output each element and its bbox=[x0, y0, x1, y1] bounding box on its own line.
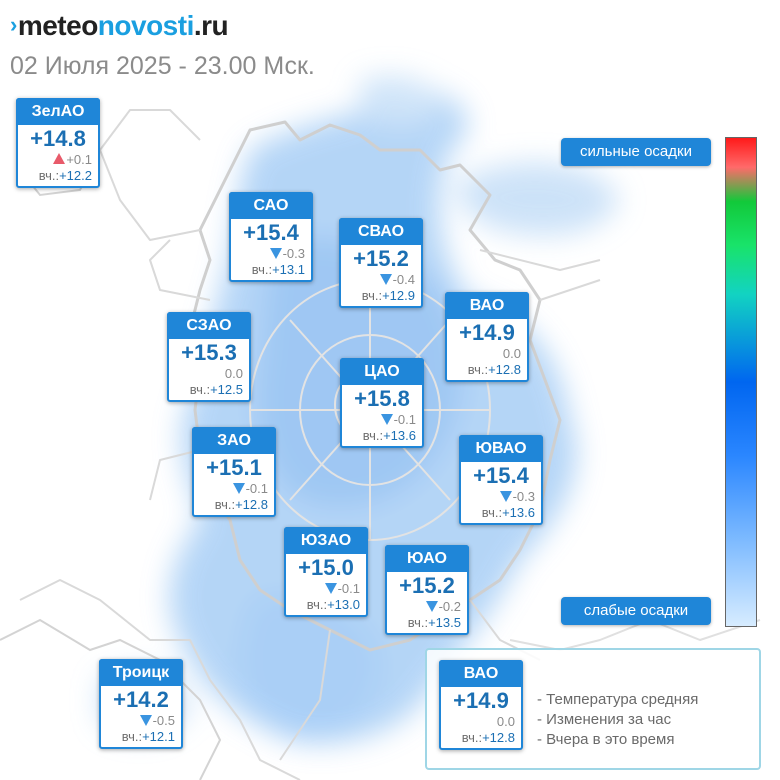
logo-mark-icon: › bbox=[10, 12, 17, 37]
district-change: -0.5 bbox=[101, 713, 181, 728]
district-change: -0.1 bbox=[286, 581, 366, 596]
trend-down-icon bbox=[139, 715, 152, 726]
logo-text-meteo: meteo bbox=[17, 10, 98, 41]
district-name: ЮАО bbox=[385, 545, 469, 572]
district-temp: +14.9 bbox=[459, 320, 515, 345]
forecast-datetime: 02 Июля 2025 - 23.00 Мск. bbox=[10, 52, 315, 80]
district-name: ЗелАО bbox=[16, 98, 100, 125]
district-temp: +15.4 bbox=[243, 220, 299, 245]
district-card-yuao[interactable]: ЮАО +15.2 -0.2 вч.:+13.5 bbox=[385, 545, 469, 635]
district-yesterday: вч.:+12.1 bbox=[121, 729, 175, 744]
district-change: -0.1 bbox=[194, 481, 274, 496]
district-temp: +15.3 bbox=[181, 340, 237, 365]
district-yesterday: вч.:+12.5 bbox=[189, 382, 243, 397]
district-change: -0.3 bbox=[231, 246, 311, 261]
district-card-szao[interactable]: СЗАО +15.3 0.0 вч.:+12.5 bbox=[167, 312, 251, 402]
district-card-sao[interactable]: САО +15.4 -0.3 вч.:+13.1 bbox=[229, 192, 313, 282]
district-change: 0.0 bbox=[496, 714, 515, 729]
district-card-yuzao[interactable]: ЮЗАО +15.0 -0.1 вч.:+13.0 bbox=[284, 527, 368, 617]
district-yesterday: вч.:+13.5 bbox=[407, 615, 461, 630]
light-precipitation-label: слабые осадки bbox=[561, 597, 711, 625]
trend-down-icon bbox=[232, 483, 245, 494]
new-moscow-outline bbox=[0, 618, 222, 780]
district-temp: +15.4 bbox=[473, 463, 529, 488]
district-name: САО bbox=[229, 192, 313, 219]
legend-line-temperature: - Температура средняя bbox=[537, 691, 699, 708]
district-temp: +14.8 bbox=[30, 126, 86, 151]
district-card-zelao[interactable]: ЗелАО +14.8 +0.1 вч.:+12.2 bbox=[16, 98, 100, 188]
district-temp: +15.1 bbox=[206, 455, 262, 480]
trend-down-icon bbox=[499, 491, 512, 502]
district-yesterday: вч.:+13.6 bbox=[481, 505, 535, 520]
district-name: ЮВАО bbox=[459, 435, 543, 462]
district-name: ВАО bbox=[445, 292, 529, 319]
district-change: -0.3 bbox=[461, 489, 541, 504]
district-temp: +15.0 bbox=[298, 555, 354, 580]
trend-up-icon bbox=[53, 153, 66, 164]
district-name: ЗАО bbox=[192, 427, 276, 454]
district-yesterday: вч.:+12.8 bbox=[467, 362, 521, 377]
precipitation-scale-bar bbox=[725, 137, 757, 627]
district-yesterday: вч.:+12.2 bbox=[38, 168, 92, 183]
district-change: +0.1 bbox=[18, 152, 98, 167]
district-yesterday: вч.:+13.6 bbox=[362, 428, 416, 443]
district-name: СВАО bbox=[339, 218, 423, 245]
logo-text-novosti: novosti bbox=[97, 10, 195, 41]
district-card-zao[interactable]: ЗАО +15.1 -0.1 вч.:+12.8 bbox=[192, 427, 276, 517]
trend-down-icon bbox=[425, 601, 438, 612]
district-yesterday: вч.:+12.8 bbox=[214, 497, 268, 512]
district-name: Троицк bbox=[99, 659, 183, 686]
district-name: ВАО bbox=[439, 660, 523, 687]
district-card-troitsk[interactable]: Троицк +14.2 -0.5 вч.:+12.1 bbox=[99, 659, 183, 749]
district-card-svao[interactable]: СВАО +15.2 -0.4 вч.:+12.9 bbox=[339, 218, 423, 308]
district-name: ЮЗАО bbox=[284, 527, 368, 554]
district-temp: +15.2 bbox=[399, 573, 455, 598]
legend-panel: ВАО +14.9 0.0 вч.:+12.8 - Температура ср… bbox=[425, 648, 761, 770]
site-logo[interactable]: ›meteonovosti.ru bbox=[10, 8, 229, 43]
legend-line-yesterday: - Вчера в это время bbox=[537, 731, 675, 748]
trend-down-icon bbox=[379, 274, 392, 285]
district-yesterday: вч.:+13.0 bbox=[306, 597, 360, 612]
trend-down-icon bbox=[269, 248, 282, 259]
district-change: -0.1 bbox=[342, 412, 422, 427]
legend-line-hourly-change: - Изменения за час bbox=[537, 711, 672, 728]
district-change: -0.4 bbox=[341, 272, 421, 287]
legend-descriptions: - Температура средняя - Изменения за час… bbox=[537, 690, 698, 750]
district-change: -0.2 bbox=[387, 599, 467, 614]
heavy-precipitation-label: сильные осадки bbox=[561, 138, 711, 166]
logo-text-domain: .ru bbox=[193, 10, 229, 41]
district-card-yuvao[interactable]: ЮВАО +15.4 -0.3 вч.:+13.6 bbox=[459, 435, 543, 525]
district-yesterday: вч.:+12.9 bbox=[361, 288, 415, 303]
district-name: ЦАО bbox=[340, 358, 424, 385]
trend-down-icon bbox=[324, 583, 337, 594]
district-yesterday: вч.:+12.8 bbox=[461, 730, 515, 745]
district-temp: +15.8 bbox=[354, 386, 410, 411]
district-name: СЗАО bbox=[167, 312, 251, 339]
district-yesterday: вч.:+13.1 bbox=[251, 262, 305, 277]
district-temp: +14.9 bbox=[453, 688, 509, 713]
district-change: 0.0 bbox=[502, 346, 521, 361]
district-card-vao[interactable]: ВАО +14.9 0.0 вч.:+12.8 bbox=[445, 292, 529, 382]
district-temp: +14.2 bbox=[113, 687, 169, 712]
legend-example-card: ВАО +14.9 0.0 вч.:+12.8 bbox=[439, 660, 523, 750]
trend-down-icon bbox=[380, 414, 393, 425]
district-change: 0.0 bbox=[224, 366, 243, 381]
district-temp: +15.2 bbox=[353, 246, 409, 271]
district-card-cao[interactable]: ЦАО +15.8 -0.1 вч.:+13.6 bbox=[340, 358, 424, 448]
